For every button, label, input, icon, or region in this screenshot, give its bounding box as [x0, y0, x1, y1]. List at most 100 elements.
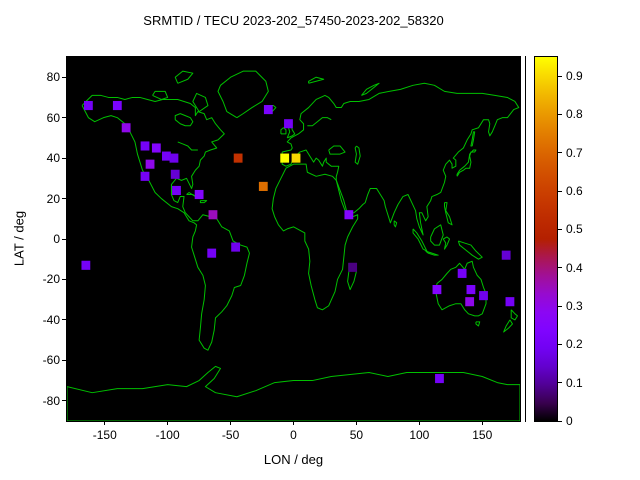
- colorbar-tick-label: 0.7: [566, 145, 583, 160]
- colorbar-gradient: [535, 57, 557, 421]
- heatmap-cell: [465, 297, 475, 307]
- x-tick-mark: [418, 421, 420, 425]
- x-tick-label: -100: [155, 428, 180, 442]
- coastline: [504, 320, 513, 332]
- y-tick-mark: [62, 238, 66, 240]
- heatmap-cell: [81, 260, 91, 270]
- coastline: [67, 366, 520, 421]
- coastline: [426, 251, 439, 255]
- y-tick-mark: [62, 76, 66, 78]
- coastline: [281, 128, 286, 134]
- heatmap-cell: [121, 123, 131, 133]
- heatmap-cell: [162, 151, 171, 161]
- coastline: [355, 146, 360, 164]
- y-tick-label: -80: [42, 393, 60, 408]
- heatmap-cell: [479, 291, 488, 301]
- coastline: [394, 221, 397, 227]
- colorbar-tick-label: 0.4: [566, 260, 583, 275]
- colorbar-tick-mark: [558, 267, 562, 269]
- coastline: [175, 114, 193, 126]
- heatmap-cell: [207, 248, 217, 258]
- coastline: [307, 118, 331, 126]
- colorbar-tick-mark: [558, 190, 562, 192]
- heatmap-cell: [258, 181, 268, 191]
- x-axis-label: LON / deg: [263, 452, 324, 467]
- heatmap-cell: [284, 119, 293, 129]
- heatmap-cell: [344, 210, 354, 220]
- frame-line: [525, 56, 526, 422]
- y-tick-mark: [62, 198, 66, 200]
- coastline: [511, 310, 517, 320]
- colorbar-tick-label: 0.6: [566, 184, 583, 199]
- y-tick-mark: [62, 359, 66, 361]
- coastline: [445, 203, 453, 225]
- coastline: [178, 142, 198, 150]
- coastline: [282, 83, 519, 235]
- heatmap-cell: [505, 297, 515, 307]
- y-tick-label: 20: [46, 191, 60, 206]
- coastline: [431, 225, 444, 245]
- heatmap-cell: [280, 153, 290, 163]
- x-tick-mark: [293, 421, 294, 425]
- heatmap-cell: [263, 105, 273, 115]
- heatmap-cell: [348, 262, 358, 272]
- y-tick-label: 80: [46, 70, 60, 85]
- heatmap-cell: [172, 185, 181, 196]
- heatmap-cell: [140, 141, 150, 151]
- x-tick-mark: [230, 421, 232, 425]
- colorbar-tick-label: 0: [566, 414, 573, 428]
- colorbar-tick-label: 0.5: [566, 222, 583, 237]
- coastline: [476, 322, 480, 326]
- coastline: [218, 71, 268, 118]
- coastline: [329, 146, 345, 154]
- coastline: [272, 164, 358, 310]
- x-tick-label: 0: [290, 428, 297, 442]
- heatmap-cell: [435, 373, 444, 384]
- heatmap-cell: [194, 189, 204, 200]
- heatmap-cell: [233, 153, 243, 163]
- colorbar-tick-mark: [558, 343, 562, 345]
- colorbar-tick-mark: [558, 152, 562, 154]
- heatmap-cell: [170, 169, 180, 179]
- y-tick-label: 0: [53, 232, 60, 246]
- x-tick-label: -150: [92, 428, 117, 442]
- y-tick-mark: [62, 319, 66, 321]
- colorbar-tick-mark: [558, 75, 562, 77]
- heatmap-cell: [83, 100, 93, 111]
- y-tick-label: -20: [42, 272, 60, 287]
- coastline: [309, 77, 324, 83]
- x-tick-mark: [481, 421, 483, 425]
- colorbar-tick-mark: [558, 113, 562, 115]
- x-tick-mark: [104, 421, 106, 425]
- coastline: [413, 229, 427, 251]
- chart-title: SRMTID / TECU 2023-202_57450-2023-202_58…: [143, 13, 444, 28]
- coastline: [153, 91, 168, 99]
- heatmap-cell: [231, 242, 241, 252]
- heatmap-cell: [140, 171, 150, 181]
- y-tick-mark: [62, 117, 66, 119]
- colorbar-tick-label: 0.3: [566, 299, 583, 314]
- y-tick-label: 40: [46, 151, 60, 166]
- y-tick-label: -40: [42, 312, 60, 327]
- colorbar-tick-mark: [558, 420, 562, 422]
- coastline: [82, 95, 249, 350]
- heatmap-cell: [169, 153, 179, 163]
- colorbar-tick-label: 0.9: [566, 69, 583, 84]
- coastline: [457, 150, 476, 176]
- coastline: [200, 201, 206, 203]
- heatmap-cell: [291, 153, 301, 163]
- world-map: [67, 57, 520, 421]
- x-tick-label: 50: [349, 428, 364, 442]
- map-plot: [66, 56, 521, 422]
- heatmap-cell: [208, 210, 218, 220]
- heatmap-cell: [151, 143, 161, 153]
- x-tick-label: -50: [221, 428, 240, 442]
- coastline: [175, 71, 193, 83]
- heatmap-cell: [145, 159, 155, 169]
- coastline: [361, 83, 379, 95]
- colorbar-tick-mark: [558, 228, 562, 230]
- coastline: [458, 241, 482, 259]
- colorbar-tick-label: 0.1: [566, 375, 583, 390]
- colorbar: [534, 56, 558, 422]
